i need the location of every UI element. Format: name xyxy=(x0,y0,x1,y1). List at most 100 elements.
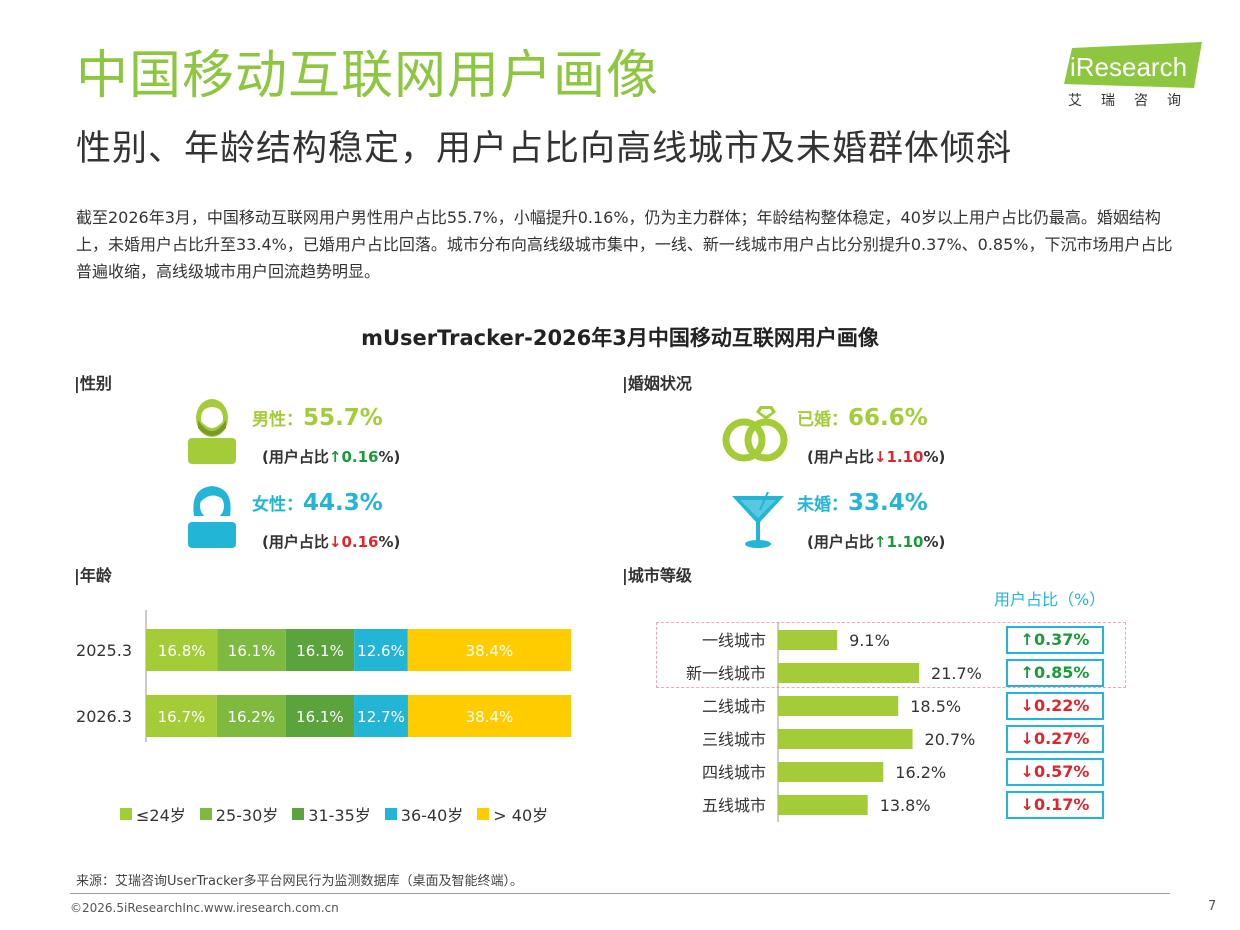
married-note: (用户占比↓1.10%) xyxy=(807,448,946,466)
age-category-label: 2025.3 xyxy=(76,641,132,660)
city-value-label: 16.2% xyxy=(895,763,946,782)
legend-swatch xyxy=(292,808,305,820)
male-icon xyxy=(186,398,238,468)
down-arrow-icon: ↓ xyxy=(328,533,342,551)
married-value: 66.6% xyxy=(848,405,928,431)
age-bar-label: 16.2% xyxy=(227,708,275,726)
city-change-box: ↓0.22% xyxy=(1006,692,1104,720)
female-label: 女性： xyxy=(252,495,303,515)
age-bar-label: 16.7% xyxy=(158,708,206,726)
city-value-label: 18.5% xyxy=(910,697,961,716)
age-bar-label: 16.1% xyxy=(296,642,344,660)
married-stat: 已婚：66.6% xyxy=(797,405,928,431)
legend-label: ≤24岁 xyxy=(136,806,186,825)
chart-title: mUserTracker-2026年3月中国移动互联网用户画像 xyxy=(361,326,879,350)
logo-subtitle: 艾瑞咨询 xyxy=(1068,93,1200,109)
age-bar-segment xyxy=(217,629,286,671)
city-change-box: ↓0.17% xyxy=(1006,791,1104,819)
age-bar-segment xyxy=(146,629,218,671)
city-bar xyxy=(778,795,868,815)
legend-item: > 40岁 xyxy=(477,802,548,826)
section-marital: |婚姻状况 xyxy=(622,374,692,393)
age-bar-label: 12.6% xyxy=(357,642,405,660)
city-change-box: ↑0.85% xyxy=(1006,659,1104,687)
legend-label: > 40岁 xyxy=(493,806,549,825)
section-gender: |性别 xyxy=(74,374,112,393)
section-age: |年龄 xyxy=(74,566,112,585)
up-arrow-icon: ↑ xyxy=(873,533,887,551)
female-value: 44.3% xyxy=(303,490,383,516)
up-arrow-icon: ↑ xyxy=(328,448,342,466)
cocktail-glass-icon xyxy=(730,491,786,554)
male-label: 男性： xyxy=(252,410,303,430)
city-bar xyxy=(778,663,920,683)
age-bar-segment xyxy=(285,629,355,671)
copyright: ©2026.5iResearchInc.www.iresearch.com.cn xyxy=(70,901,339,915)
city-change-header: 用户占比（%） xyxy=(994,590,1106,609)
age-bar-label: 16.1% xyxy=(296,708,344,726)
age-bar-label: 16.8% xyxy=(158,642,206,660)
city-value-label: 21.7% xyxy=(931,664,982,683)
age-bar-segment xyxy=(216,695,286,737)
male-value: 55.7% xyxy=(303,405,383,431)
legend-swatch xyxy=(120,808,132,820)
city-value-label: 13.8% xyxy=(880,796,931,815)
single-note: (用户占比↑1.10%) xyxy=(807,533,946,551)
married-label: 已婚： xyxy=(797,410,848,430)
legend-swatch xyxy=(477,808,490,820)
city-category-label: 三线城市 xyxy=(702,730,766,749)
legend-label: 31-35岁 xyxy=(308,806,371,825)
age-legend: ≤24岁 25-30岁 31-35岁 36-40岁 > 40岁 xyxy=(120,802,548,826)
intro-paragraph: 截至2026年3月，中国移动互联网用户男性用户占比55.7%，小幅提升0.16%… xyxy=(76,208,1173,281)
legend-label: 36-40岁 xyxy=(400,806,464,825)
page-number: 7 xyxy=(1208,899,1217,914)
age-category-label: 2026.3 xyxy=(76,707,132,726)
female-icon xyxy=(186,482,238,552)
age-bar-label: 16.1% xyxy=(228,642,276,660)
down-arrow-icon: ↓ xyxy=(873,448,887,466)
age-bar-segment xyxy=(407,629,571,671)
age-stacked-bar-chart: 2025.3 16.8% 16.1% 16.1% 12.6% 38.4% 2026.3 16.… xyxy=(76,610,571,742)
city-change-box: ↓0.57% xyxy=(1006,758,1104,786)
city-value-label: 9.1% xyxy=(849,631,890,650)
city-category-label: 二线城市 xyxy=(702,697,766,716)
city-change-box: ↑0.37% xyxy=(1006,626,1104,654)
rings-icon xyxy=(720,404,792,468)
age-bar-segment xyxy=(354,695,408,737)
female-note: (用户占比↓0.16%) xyxy=(262,533,401,551)
city-bar xyxy=(778,696,899,716)
logo-text: iResearch xyxy=(1070,52,1187,82)
single-label: 未婚： xyxy=(797,495,848,515)
age-bar-segment xyxy=(285,695,355,737)
legend-label: 25-30岁 xyxy=(215,806,279,825)
age-bar-segment xyxy=(354,629,408,671)
male-note: (用户占比↑0.16%) xyxy=(262,448,401,466)
page-subtitle: 性别、年龄结构稳定，用户占比向高线城市及未婚群体倾斜 xyxy=(76,129,1013,169)
city-value-label: 20.7% xyxy=(925,730,976,749)
legend-swatch xyxy=(199,808,212,820)
city-category-label: 一线城市 xyxy=(702,631,766,650)
city-category-label: 五线城市 xyxy=(702,796,766,815)
age-bar-label: 12.7% xyxy=(357,708,405,726)
legend-item: 31-35岁 xyxy=(292,802,371,826)
male-stat: 男性：55.7% xyxy=(252,405,383,431)
single-value: 33.4% xyxy=(848,490,928,516)
female-stat: 女性：44.3% xyxy=(252,490,383,516)
city-category-label: 四线城市 xyxy=(702,763,766,782)
city-bar xyxy=(778,630,838,650)
age-bar-label: 38.4% xyxy=(466,642,514,660)
page-title: 中国移动互联网用户画像 xyxy=(76,46,660,106)
age-bar-segment xyxy=(146,695,217,737)
footer-divider xyxy=(70,893,1170,894)
city-change-box: ↓0.27% xyxy=(1006,725,1104,753)
legend-swatch xyxy=(384,808,397,820)
city-bar xyxy=(778,762,884,782)
highlight-box xyxy=(656,622,1126,688)
legend-item: ≤24岁 xyxy=(120,802,186,826)
legend-item: 25-30岁 xyxy=(199,802,279,826)
city-bar xyxy=(778,729,913,749)
city-tier-bar-chart: 一线城市 9.1% 新一线城市 21.7% 二线城市 18.5% 三线城市 20.7% 四线城市… xyxy=(686,622,982,822)
city-category-label: 新一线城市 xyxy=(686,664,766,683)
iresearch-logo: iResearch xyxy=(1064,42,1202,88)
section-city: |城市等级 xyxy=(622,566,692,585)
